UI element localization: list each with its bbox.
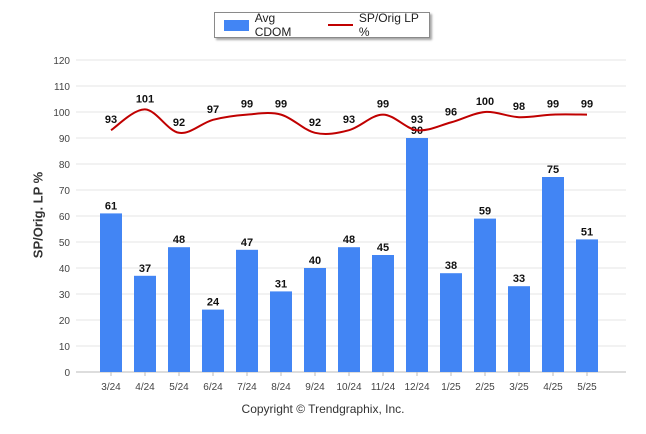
bar-value-label: 61 — [105, 200, 117, 212]
line-value-label: 99 — [275, 99, 287, 111]
copyright-text: Copyright © Trendgraphix, Inc. — [241, 402, 405, 416]
line-value-label: 99 — [377, 99, 389, 111]
bar — [236, 249, 258, 372]
bar — [168, 247, 190, 372]
y-tick-label: 50 — [59, 238, 71, 249]
y-tick-label: 0 — [64, 368, 70, 379]
x-tick-label: 3/25 — [509, 382, 529, 393]
bar — [508, 286, 530, 372]
x-tick-label: 12/24 — [404, 382, 429, 393]
sp-orig-lp-line — [110, 108, 588, 135]
bar — [270, 291, 292, 372]
bar-value-label: 48 — [173, 234, 185, 246]
y-tick-label: 40 — [59, 264, 71, 275]
y-tick-label: 80 — [59, 160, 71, 171]
line-value-label: 97 — [207, 104, 219, 116]
legend-bar-swatch — [224, 19, 249, 31]
x-tick-label: 11/24 — [371, 382, 396, 393]
line-value-label: 93 — [343, 114, 355, 126]
bar-value-label: 38 — [445, 260, 457, 272]
y-axis-label: SP/Orig. LP % — [30, 171, 46, 259]
y-tick-label: 100 — [53, 108, 70, 119]
y-tick-label: 30 — [59, 290, 71, 301]
bar — [542, 177, 564, 372]
line-value-label: 99 — [581, 99, 593, 111]
bar-value-label: 33 — [513, 273, 525, 285]
legend-bar-label: Avg CDOM — [254, 11, 292, 39]
bar — [100, 213, 122, 372]
y-tick-label: 60 — [59, 212, 71, 223]
y-tick-label: 10 — [59, 342, 71, 353]
line-value-label: 92 — [309, 117, 321, 129]
line-value-label: 92 — [173, 117, 185, 129]
bar — [202, 309, 224, 372]
x-tick-label: 7/24 — [237, 382, 257, 393]
x-tick-label: 5/24 — [169, 382, 189, 393]
line-value-label: 93 — [411, 114, 423, 126]
bar-value-label: 45 — [377, 242, 389, 254]
bar — [474, 218, 496, 372]
y-tick-label: 110 — [54, 82, 70, 93]
line-value-label: 96 — [445, 106, 457, 118]
bar — [134, 275, 156, 372]
legend-line-swatch — [328, 24, 353, 26]
x-tick-label: 1/25 — [441, 382, 461, 393]
bar-value-label: 47 — [241, 237, 253, 249]
y-tick-label: 120 — [53, 56, 70, 67]
x-tick-label: 10/24 — [336, 382, 361, 393]
bar-value-label: 48 — [343, 234, 355, 246]
y-tick-label: 70 — [59, 186, 71, 197]
bar-value-label: 59 — [479, 206, 491, 218]
bar-value-label: 51 — [581, 226, 593, 238]
x-tick-label: 4/25 — [543, 382, 563, 393]
bar-value-label: 40 — [309, 255, 321, 267]
x-tick-label: 9/24 — [305, 382, 325, 393]
bar-value-label: 37 — [139, 263, 151, 275]
x-tick-label: 6/24 — [203, 382, 223, 393]
y-tick-label: 20 — [59, 316, 71, 327]
bar — [406, 138, 428, 372]
bar-value-label: 75 — [547, 164, 559, 176]
bar — [304, 268, 326, 372]
x-tick-label: 2/25 — [475, 382, 495, 393]
bar — [576, 239, 598, 372]
line-value-label: 99 — [547, 99, 559, 111]
bar — [440, 273, 462, 372]
y-tick-label: 90 — [59, 134, 71, 145]
legend: Avg CDOM SP/Orig LP % — [214, 11, 430, 39]
legend-line-label: SP/Orig LP % — [358, 11, 419, 39]
bar-value-label: 24 — [207, 297, 220, 309]
line-value-label: 98 — [513, 101, 525, 113]
x-tick-label: 5/25 — [577, 382, 597, 393]
bar-value-label: 31 — [275, 278, 287, 290]
line-value-label: 99 — [241, 99, 253, 111]
x-tick-label: 4/24 — [135, 382, 155, 393]
bar — [338, 247, 360, 372]
line-value-label: 93 — [105, 114, 117, 126]
line-value-label: 101 — [136, 93, 154, 105]
x-tick-label: 3/24 — [101, 382, 121, 393]
x-tick-label: 8/24 — [271, 382, 291, 393]
line-value-label: 100 — [476, 96, 494, 108]
bar — [372, 255, 394, 372]
